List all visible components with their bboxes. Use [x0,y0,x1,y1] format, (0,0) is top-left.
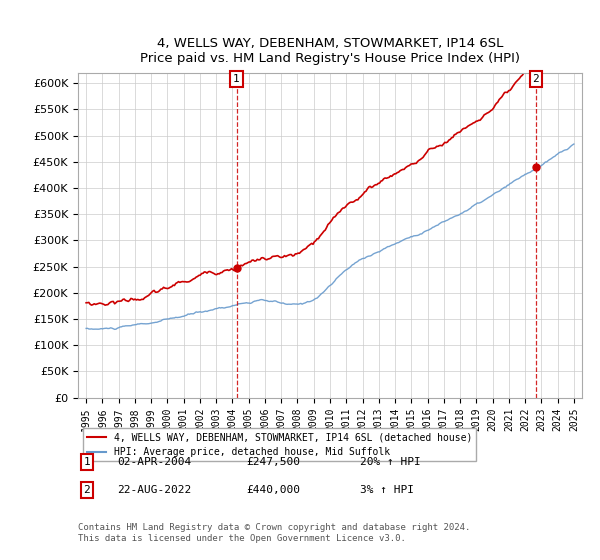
Text: £440,000: £440,000 [246,485,300,495]
Text: Contains HM Land Registry data © Crown copyright and database right 2024.
This d: Contains HM Land Registry data © Crown c… [78,524,470,543]
Legend: 4, WELLS WAY, DEBENHAM, STOWMARKET, IP14 6SL (detached house), HPI: Average pric: 4, WELLS WAY, DEBENHAM, STOWMARKET, IP14… [83,428,476,461]
Title: 4, WELLS WAY, DEBENHAM, STOWMARKET, IP14 6SL
Price paid vs. HM Land Registry's H: 4, WELLS WAY, DEBENHAM, STOWMARKET, IP14… [140,37,520,65]
Text: 3% ↑ HPI: 3% ↑ HPI [360,485,414,495]
Text: 2: 2 [83,485,91,495]
Text: £247,500: £247,500 [246,457,300,467]
Text: 02-APR-2004: 02-APR-2004 [117,457,191,467]
Text: 20% ↑ HPI: 20% ↑ HPI [360,457,421,467]
Text: 1: 1 [83,457,91,467]
Text: 2: 2 [532,74,539,84]
Text: 22-AUG-2022: 22-AUG-2022 [117,485,191,495]
Text: 1: 1 [233,74,240,84]
